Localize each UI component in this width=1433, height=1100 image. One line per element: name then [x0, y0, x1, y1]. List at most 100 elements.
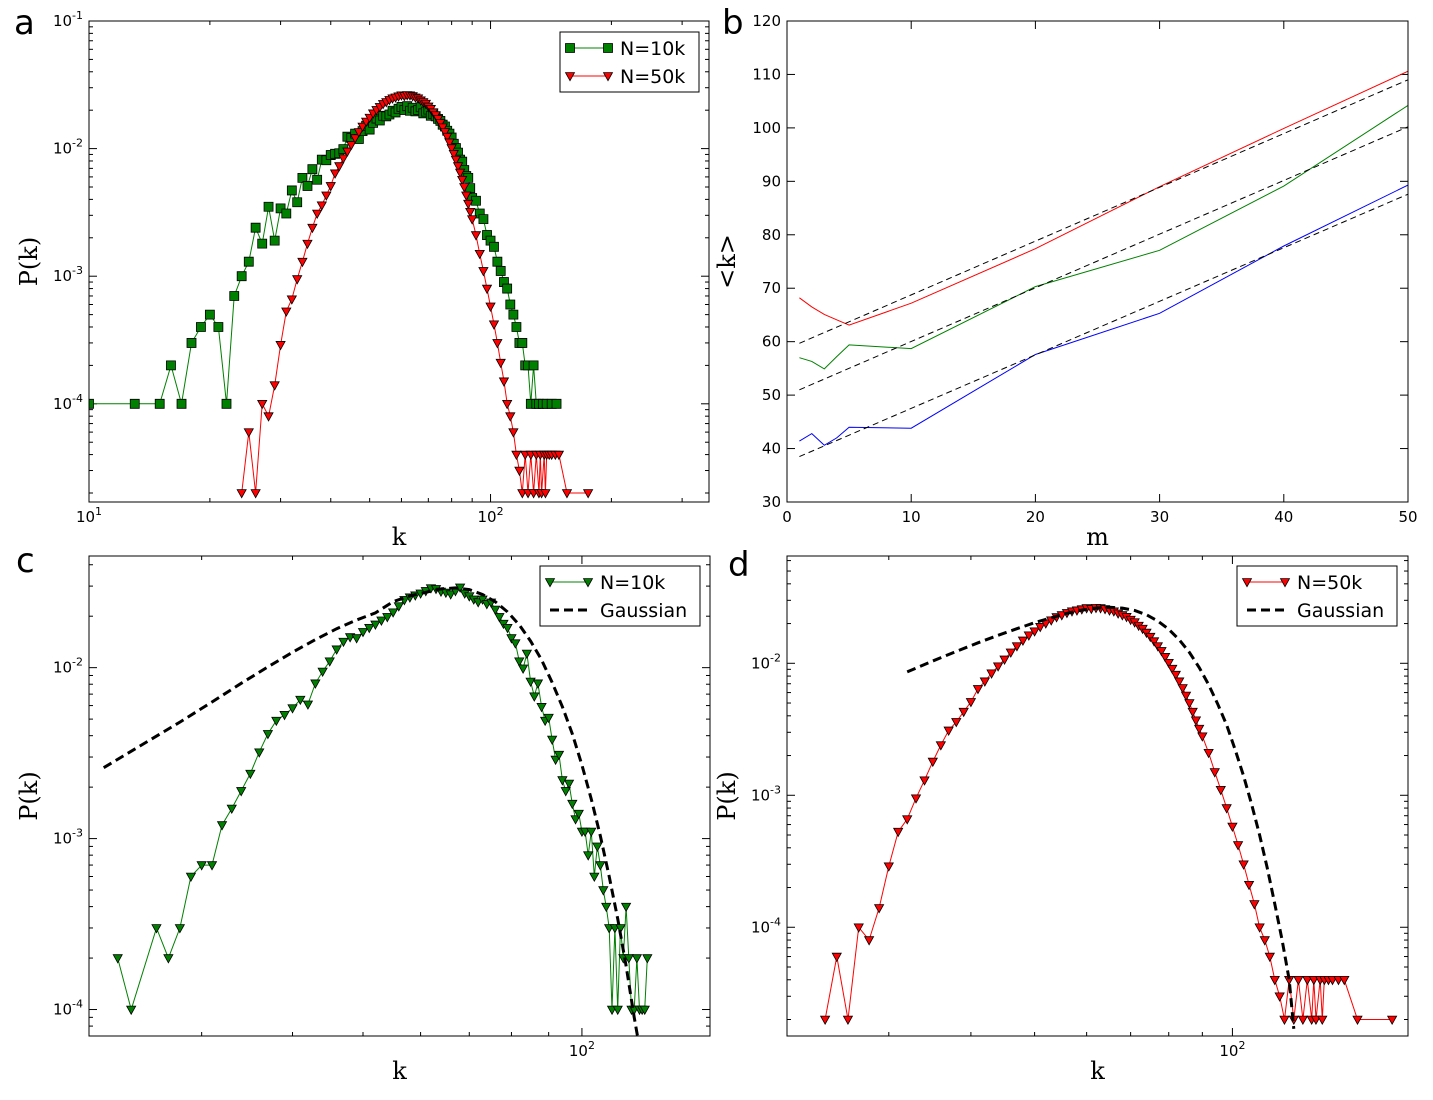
data-point: [1187, 707, 1198, 718]
axes-frame: [786, 20, 1409, 503]
data-point: [514, 657, 525, 667]
data-point: [463, 199, 474, 210]
data-point: [927, 757, 938, 768]
data-point: [958, 707, 969, 718]
data-point: [478, 214, 489, 225]
data-point: [357, 122, 368, 133]
panel-letter-a: a: [14, 3, 35, 43]
data-point: [620, 902, 632, 913]
data-point: [1279, 1015, 1290, 1026]
data-point: [1317, 1015, 1328, 1026]
series-line-N=10k: [89, 105, 557, 405]
panel-b-chart: 0 10 20 30 40 50 30 40 50 60 70 80 90 100 110 120 m <k>: [713, 12, 1418, 551]
data-point: [540, 489, 551, 499]
data-point: [297, 257, 308, 268]
data-point: [505, 412, 516, 422]
panel-d-chart: 102 10-4 10-3 10-2 k P(k) N=50k Gaussian: [713, 555, 1409, 1085]
x-tick-label: 102: [477, 505, 503, 526]
data-point: [639, 1005, 650, 1016]
legend-marker: [1241, 578, 1253, 588]
data-point: [1156, 647, 1167, 657]
data-point: [553, 750, 565, 761]
data-point: [229, 291, 240, 301]
plot-area: [799, 70, 1408, 458]
data-point: [465, 207, 476, 218]
data-point: [999, 655, 1010, 665]
data-point: [151, 924, 162, 934]
minor-ticks: [787, 556, 1408, 1036]
series-line-N=10k: [117, 586, 648, 1012]
data-point: [1293, 976, 1304, 986]
data-point: [1209, 768, 1220, 778]
x-tick-label: 20: [1026, 508, 1045, 526]
data-point: [623, 954, 634, 964]
data-point: [532, 679, 544, 689]
data-point: [1297, 1015, 1309, 1026]
data-point: [489, 241, 499, 252]
data-point: [1221, 804, 1232, 814]
data-point: [1259, 936, 1270, 946]
data-point: [1023, 631, 1035, 641]
data-point: [1017, 636, 1029, 646]
data-point: [1035, 623, 1046, 633]
data-point: [1005, 648, 1016, 658]
data-point: [262, 730, 274, 740]
data-point: [508, 428, 519, 438]
data-point: [561, 489, 573, 499]
legend-marker: [603, 43, 613, 53]
plot-area: [819, 604, 1398, 1029]
data-point: [819, 1015, 831, 1026]
legend-label: N=50k: [1297, 572, 1362, 594]
data-point: [393, 602, 404, 612]
y-tick-label: 100: [752, 119, 781, 137]
data-point: [254, 748, 265, 758]
data-point: [275, 341, 286, 351]
data-point: [364, 624, 375, 634]
legend-label: Gaussian: [600, 600, 687, 622]
data-point: [525, 677, 536, 688]
x-tick-label: 0: [782, 508, 792, 526]
data-point: [324, 657, 335, 667]
legend-marker: [544, 578, 556, 588]
y-tick-label: 10-2: [53, 137, 83, 158]
data-point: [1254, 923, 1265, 933]
data-point: [1264, 952, 1275, 963]
x-tick-label: 40: [1274, 508, 1293, 526]
data-point: [382, 613, 393, 623]
data-point: [387, 608, 399, 618]
data-point: [1274, 992, 1285, 1002]
data-point: [236, 787, 247, 797]
data-point: [529, 692, 540, 702]
data-point: [943, 726, 954, 736]
data-point: [302, 700, 314, 710]
data-point: [1145, 632, 1156, 643]
data-point: [321, 191, 332, 201]
data-point: [1184, 699, 1195, 709]
legend-box: [539, 565, 701, 627]
series-line-red: [799, 70, 1408, 326]
data-point: [631, 954, 643, 964]
data-point: [263, 201, 274, 212]
data-point: [196, 322, 206, 332]
x-tick-label: 102: [569, 1039, 595, 1060]
data-point: [302, 181, 313, 191]
data-point: [250, 489, 261, 499]
data-point: [553, 450, 565, 461]
data-point: [582, 489, 594, 499]
data-point: [452, 162, 464, 172]
minor-ticks: [89, 556, 710, 1037]
data-point: [1386, 1015, 1398, 1026]
data-point: [510, 639, 521, 649]
data-point: [353, 128, 365, 138]
data-point: [287, 704, 298, 714]
data-point: [495, 358, 506, 369]
data-point: [129, 398, 140, 409]
data-point: [1238, 860, 1249, 870]
data-point: [831, 952, 842, 963]
x-axis-title: k: [392, 523, 407, 551]
legend-box: [1236, 565, 1398, 627]
data-point: [1352, 1015, 1363, 1026]
data-point: [1249, 900, 1260, 910]
data-point: [972, 685, 984, 695]
data-point: [292, 197, 303, 208]
